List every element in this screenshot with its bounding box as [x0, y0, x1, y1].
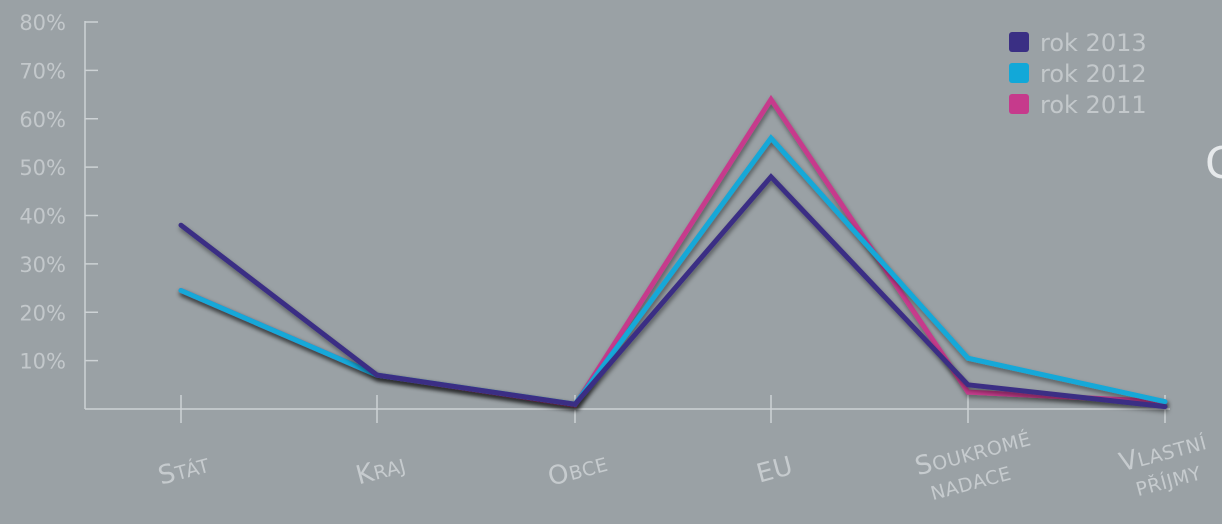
- series-line-rok-2012: [178, 134, 1168, 407]
- series-line-rok-2011: [178, 94, 1168, 408]
- y-tick-label: 20%: [19, 301, 66, 325]
- y-tick-label: 10%: [19, 350, 66, 374]
- x-axis-ticks: [180, 395, 1166, 423]
- y-tick-label: 70%: [19, 59, 66, 83]
- x-category-label: EU: [753, 451, 796, 489]
- legend-label: rok 2013: [1040, 29, 1147, 57]
- series-line-rok-2013: [178, 173, 1168, 410]
- x-category-label-line1: EU: [753, 451, 796, 489]
- series-lines: [178, 94, 1168, 410]
- legend: rok 2013 rok 2012 rok 2011: [1009, 29, 1147, 119]
- y-tick-label: 40%: [19, 205, 66, 229]
- side-text: C: [1205, 138, 1222, 189]
- legend-swatch: [1009, 94, 1029, 114]
- y-tick-label: 30%: [19, 253, 66, 277]
- y-tick-label: 60%: [19, 108, 66, 132]
- x-category-label: STÁT: [155, 449, 213, 492]
- x-category-label-line1: STÁT: [155, 449, 213, 491]
- x-category-label: OBCE: [545, 448, 611, 493]
- y-tick-label: 80%: [19, 11, 66, 35]
- legend-swatch: [1009, 63, 1029, 83]
- legend-label: rok 2011: [1040, 91, 1147, 119]
- axes: [84, 21, 1170, 410]
- legend-swatch: [1009, 32, 1029, 52]
- x-category-label: KRAJ: [353, 449, 409, 491]
- y-axis-ticks: 80% 70% 60% 50% 40% 30% 20% 10%: [19, 11, 98, 374]
- legend-label: rok 2012: [1040, 60, 1147, 88]
- x-category-label-line1: KRAJ: [353, 449, 409, 491]
- x-category-label-line1: OBCE: [545, 448, 611, 493]
- y-tick-label: 50%: [19, 156, 66, 180]
